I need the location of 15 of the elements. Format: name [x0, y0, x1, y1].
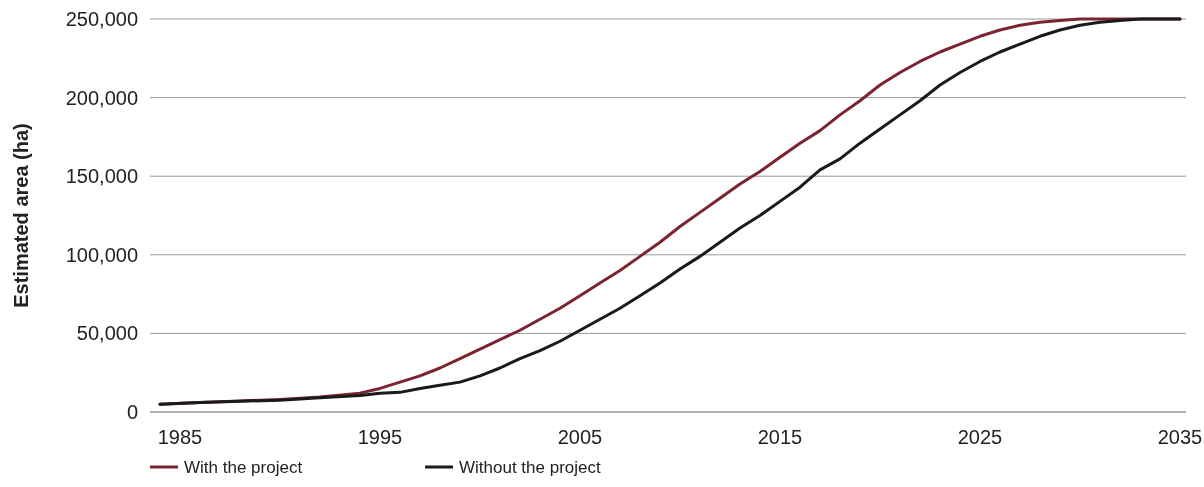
y-tick-label: 250,000 [65, 8, 138, 30]
y-tick-label: 100,000 [65, 243, 138, 266]
x-tick-label: 2015 [757, 426, 803, 448]
y-tick-label: 200,000 [65, 86, 138, 109]
x-tick-label: 2005 [557, 426, 603, 448]
x-tick-label: 1995 [357, 426, 403, 448]
y-tick-label: 150,000 [65, 165, 138, 188]
x-tick-label: 2035 [1157, 426, 1203, 448]
legend-label: With the project [184, 457, 303, 477]
x-tick-label: 2025 [957, 426, 1003, 448]
y-tick-label: 50,000 [76, 322, 138, 345]
legend-label: Without the project [459, 457, 602, 477]
y-tick-label: 0 [126, 401, 138, 423]
y-axis-title: Estimated area (ha) [10, 123, 32, 308]
x-tick-label: 1985 [157, 426, 203, 448]
